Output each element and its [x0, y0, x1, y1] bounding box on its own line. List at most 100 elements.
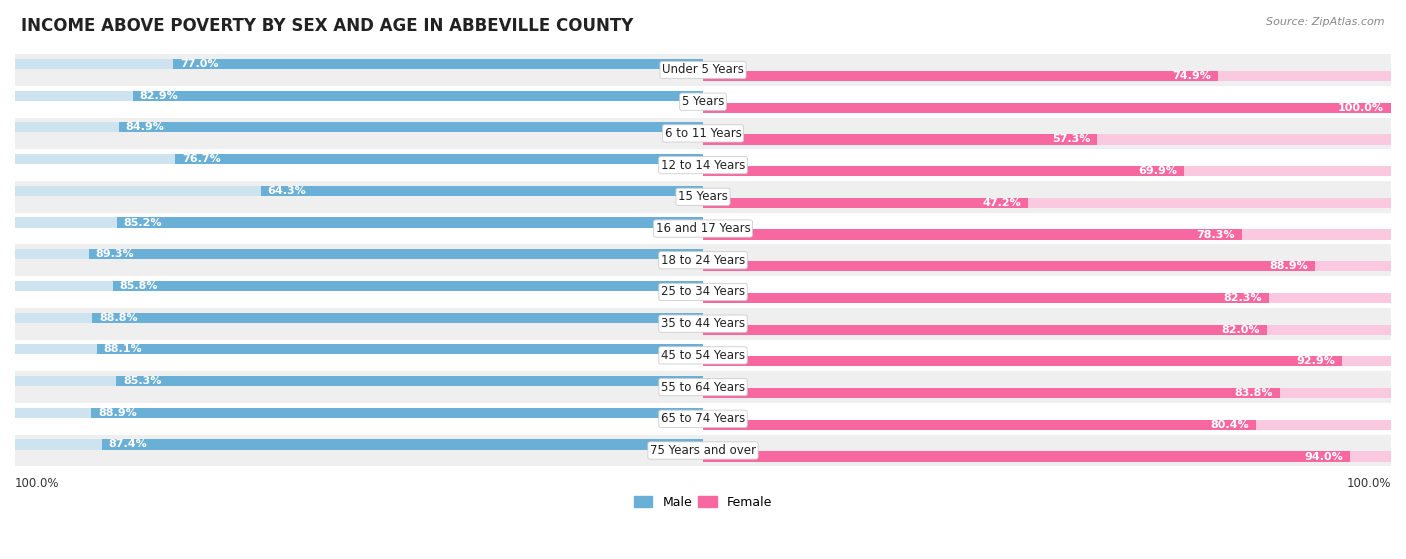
Text: 18 to 24 Years: 18 to 24 Years: [661, 254, 745, 267]
Text: Source: ZipAtlas.com: Source: ZipAtlas.com: [1267, 17, 1385, 27]
Bar: [91, 312, 703, 323]
Bar: [703, 293, 1391, 303]
Bar: [703, 166, 1184, 176]
Bar: [120, 122, 703, 132]
Bar: [15, 181, 1391, 212]
Text: 100.0%: 100.0%: [15, 477, 59, 490]
Bar: [89, 249, 703, 259]
Text: 100.0%: 100.0%: [1339, 103, 1384, 113]
Bar: [15, 186, 703, 196]
Text: 83.8%: 83.8%: [1234, 388, 1272, 398]
Text: 84.9%: 84.9%: [125, 122, 165, 132]
Bar: [703, 293, 1270, 303]
Text: Under 5 Years: Under 5 Years: [662, 64, 744, 77]
Bar: [15, 371, 1391, 403]
Bar: [703, 103, 1391, 113]
Text: 12 to 14 Years: 12 to 14 Years: [661, 159, 745, 172]
Bar: [703, 388, 1279, 398]
Bar: [15, 281, 703, 291]
Bar: [15, 212, 1391, 244]
Text: 80.4%: 80.4%: [1211, 420, 1250, 430]
Text: 64.3%: 64.3%: [267, 186, 307, 196]
Bar: [15, 154, 703, 164]
Text: 88.9%: 88.9%: [1270, 261, 1308, 271]
Text: 94.0%: 94.0%: [1305, 452, 1343, 462]
Text: 16 and 17 Years: 16 and 17 Years: [655, 222, 751, 235]
Bar: [132, 91, 703, 101]
Bar: [15, 117, 1391, 149]
Bar: [15, 439, 703, 449]
Text: 45 to 54 Years: 45 to 54 Years: [661, 349, 745, 362]
Bar: [703, 134, 1097, 144]
Bar: [703, 325, 1267, 335]
Bar: [15, 276, 1391, 308]
Bar: [176, 154, 703, 164]
Bar: [15, 344, 703, 354]
Text: 76.7%: 76.7%: [183, 154, 221, 164]
Bar: [15, 122, 703, 132]
Bar: [703, 261, 1391, 271]
Bar: [15, 91, 703, 101]
Bar: [112, 281, 703, 291]
Text: 25 to 34 Years: 25 to 34 Years: [661, 286, 745, 299]
Bar: [97, 344, 703, 354]
Bar: [173, 59, 703, 69]
Text: 82.3%: 82.3%: [1223, 293, 1263, 303]
Text: 85.2%: 85.2%: [124, 217, 162, 228]
Bar: [15, 249, 703, 259]
Text: 85.8%: 85.8%: [120, 281, 157, 291]
Text: 89.3%: 89.3%: [96, 249, 134, 259]
Text: 74.9%: 74.9%: [1173, 71, 1212, 81]
Bar: [15, 149, 1391, 181]
Text: 69.9%: 69.9%: [1137, 166, 1177, 176]
Bar: [15, 217, 703, 228]
Bar: [703, 452, 1391, 462]
Bar: [703, 198, 1028, 208]
Bar: [703, 420, 1256, 430]
Text: 47.2%: 47.2%: [983, 198, 1021, 208]
Text: 88.8%: 88.8%: [98, 312, 138, 323]
Bar: [15, 308, 1391, 339]
Text: 5 Years: 5 Years: [682, 95, 724, 108]
Text: 55 to 64 Years: 55 to 64 Years: [661, 381, 745, 394]
Text: 88.1%: 88.1%: [104, 344, 142, 354]
Bar: [703, 71, 1391, 81]
Bar: [703, 103, 1391, 113]
Bar: [15, 54, 1391, 86]
Bar: [703, 261, 1315, 271]
Bar: [117, 217, 703, 228]
Bar: [703, 71, 1219, 81]
Bar: [15, 312, 703, 323]
Bar: [703, 198, 1391, 208]
Bar: [15, 59, 703, 69]
Text: 65 to 74 Years: 65 to 74 Years: [661, 413, 745, 425]
Bar: [15, 86, 1391, 117]
Text: 78.3%: 78.3%: [1197, 230, 1234, 240]
Legend: Male, Female: Male, Female: [628, 491, 778, 514]
Bar: [703, 452, 1350, 462]
Text: 82.9%: 82.9%: [139, 91, 179, 101]
Bar: [703, 356, 1391, 367]
Bar: [91, 408, 703, 418]
Bar: [703, 356, 1343, 367]
Text: 15 Years: 15 Years: [678, 190, 728, 203]
Text: 88.9%: 88.9%: [98, 408, 136, 418]
Bar: [15, 435, 1391, 466]
Text: 85.3%: 85.3%: [122, 376, 162, 386]
Bar: [15, 339, 1391, 371]
Bar: [703, 166, 1391, 176]
Text: 35 to 44 Years: 35 to 44 Years: [661, 317, 745, 330]
Bar: [15, 403, 1391, 435]
Text: 6 to 11 Years: 6 to 11 Years: [665, 127, 741, 140]
Text: 87.4%: 87.4%: [108, 439, 148, 449]
Bar: [703, 388, 1391, 398]
Bar: [703, 420, 1391, 430]
Bar: [703, 230, 1391, 240]
Text: 75 Years and over: 75 Years and over: [650, 444, 756, 457]
Text: 92.9%: 92.9%: [1296, 357, 1336, 366]
Bar: [703, 134, 1391, 144]
Bar: [15, 376, 703, 386]
Bar: [260, 186, 703, 196]
Bar: [15, 408, 703, 418]
Text: 100.0%: 100.0%: [1347, 477, 1391, 490]
